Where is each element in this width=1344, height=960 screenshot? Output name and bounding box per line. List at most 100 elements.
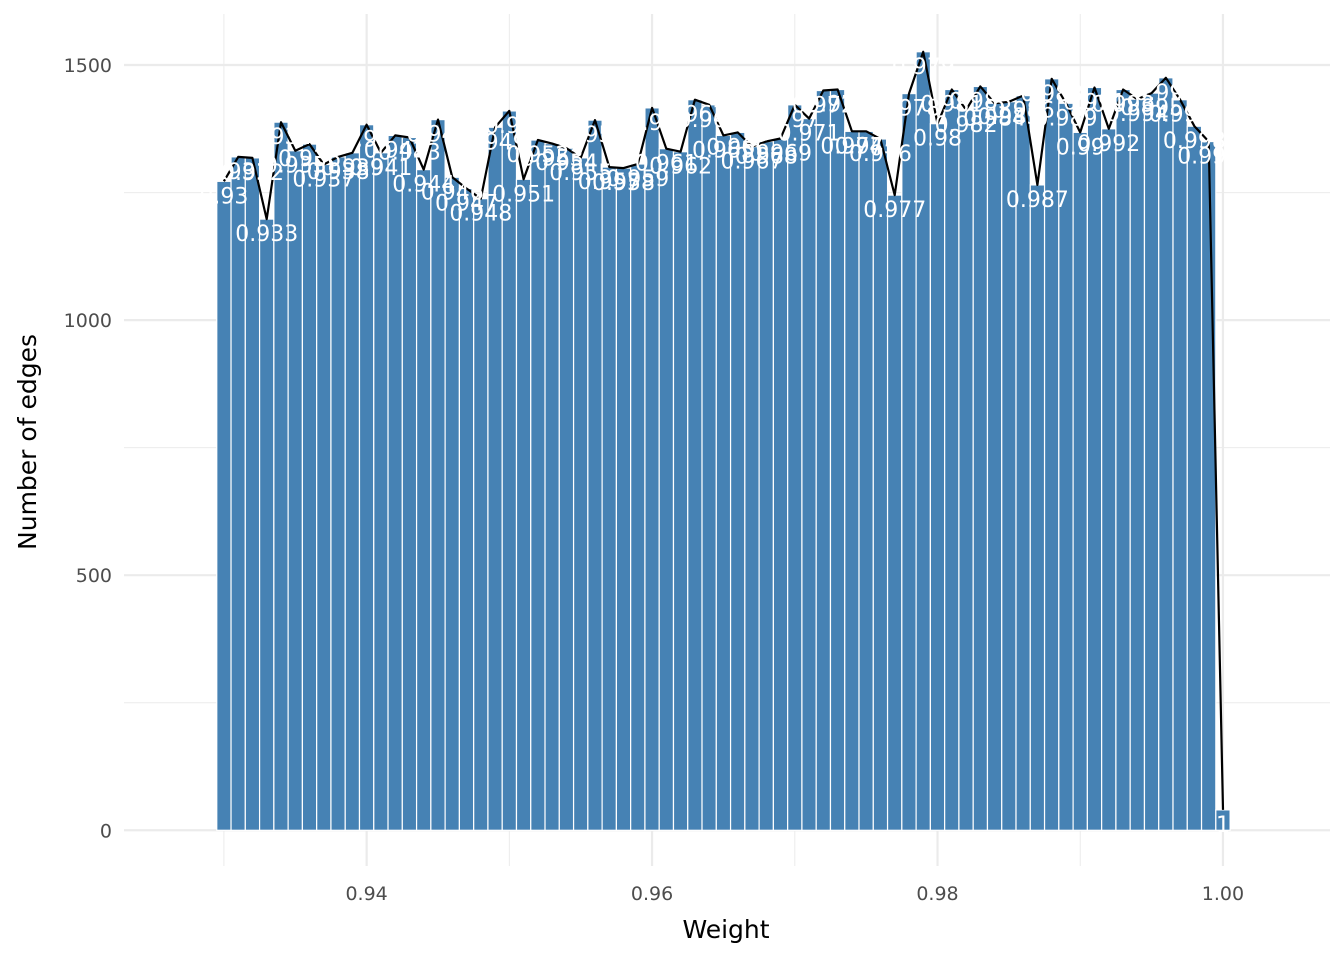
bar-label: 0.971 xyxy=(778,122,841,147)
bar-label: 0.945 xyxy=(406,123,469,148)
y-tick-label: 1000 xyxy=(64,310,112,332)
x-tick-label: 0.94 xyxy=(345,883,387,905)
bar-label: 0.955 xyxy=(549,161,612,186)
bar-label: 0.944 xyxy=(392,173,455,198)
bar xyxy=(587,119,603,831)
x-tick-label: 0.96 xyxy=(631,883,673,905)
bar-label: 0.951 xyxy=(492,182,555,207)
bar-label: 1 xyxy=(1216,813,1230,838)
bar xyxy=(915,51,931,831)
bar-label: 0.94 xyxy=(342,128,391,153)
bar xyxy=(444,176,460,831)
bar xyxy=(986,102,1003,831)
bar-label: 0.966 xyxy=(706,135,769,160)
bar-label: 0.939 xyxy=(321,156,384,181)
y-axis-title: Number of edges xyxy=(13,334,42,550)
bar xyxy=(344,152,361,831)
bar xyxy=(801,117,817,831)
bar-label: 0.996 xyxy=(1134,81,1197,106)
x-tick-label: 0.98 xyxy=(916,883,958,905)
bar xyxy=(729,131,746,831)
bar-label: 0.932 xyxy=(221,161,284,186)
bar xyxy=(701,104,717,831)
bar-label: 0.936 xyxy=(278,147,341,172)
bar-label: 0.961 xyxy=(635,152,698,177)
bar-label: 0.98 xyxy=(913,127,962,152)
bar xyxy=(1200,140,1217,831)
bar xyxy=(530,139,546,831)
bar-label: 0.973 xyxy=(806,93,869,118)
line-series xyxy=(222,50,1225,810)
bar xyxy=(1086,86,1103,831)
bar-label: 0.97 xyxy=(770,108,819,133)
bar-label: 0.946 xyxy=(421,180,484,205)
bar-label: 0.962 xyxy=(649,155,712,180)
bar xyxy=(558,147,575,831)
bar-label: 0.947 xyxy=(435,191,498,216)
bar-label: 0.99 xyxy=(1056,135,1105,160)
axis-ticks: 0.94 0.96 0.98 1.00 0 500 1000 1500 xyxy=(64,55,1244,905)
bar xyxy=(244,157,261,831)
bar-label: 0.982 xyxy=(935,113,998,138)
bar xyxy=(929,123,946,831)
bar xyxy=(287,150,304,831)
bar-label: 0.983 xyxy=(949,89,1012,114)
bar-label: 0.985 xyxy=(977,105,1040,130)
bar xyxy=(330,156,346,831)
bar xyxy=(1186,125,1203,831)
bar-label: 0.933 xyxy=(235,222,298,247)
bar-label: 0.974 xyxy=(820,134,883,159)
bar-label: 0.981 xyxy=(920,93,983,118)
bar-label: 0.969 xyxy=(749,141,812,166)
bar-label: 0.937 xyxy=(292,168,355,193)
bar xyxy=(216,180,232,831)
bar-label: 0.964 xyxy=(678,108,741,133)
bar xyxy=(544,142,560,831)
bar-label: 0.977 xyxy=(863,198,926,223)
bar-label: 0.991 xyxy=(1063,90,1126,115)
bar-label: 0.934 xyxy=(250,125,313,150)
bar-label: 0.992 xyxy=(1077,132,1140,157)
bar xyxy=(401,136,418,831)
bar xyxy=(772,137,789,831)
bar-label: 0.995 xyxy=(1120,96,1183,121)
bar-label: 0.957 xyxy=(578,170,641,195)
bar xyxy=(815,89,832,831)
bar xyxy=(1143,92,1160,831)
bar xyxy=(358,124,375,831)
bar xyxy=(258,218,275,831)
bar-label: 0.989 xyxy=(1034,106,1097,131)
bar-label: 0.96 xyxy=(628,111,677,136)
bar-label: 0.965 xyxy=(692,138,755,163)
x-tick-label: 1.00 xyxy=(1202,883,1244,905)
bar-label: 0.988 xyxy=(1020,82,1083,107)
bar-label: 0.968 xyxy=(735,145,798,170)
bar-label: 0.999 xyxy=(1177,145,1240,170)
bar xyxy=(230,156,246,831)
bar-labels: 0.930.9310.9320.9330.9340.9350.9360.9370… xyxy=(199,55,1240,838)
y-tick-label: 1500 xyxy=(64,55,112,77)
bar xyxy=(944,88,960,831)
bars xyxy=(216,51,1231,831)
bar xyxy=(1115,88,1131,831)
bar xyxy=(387,134,403,831)
bar xyxy=(415,169,432,831)
bar-label: 0.972 xyxy=(792,94,855,119)
bar xyxy=(658,148,675,831)
bar xyxy=(601,166,617,831)
bar-label: 0.942 xyxy=(364,138,427,163)
bar xyxy=(458,187,475,831)
bar-label: 0.941 xyxy=(349,156,412,181)
bar xyxy=(615,167,632,831)
bar-label: 0.93 xyxy=(199,184,248,209)
bar xyxy=(487,126,503,831)
bar xyxy=(630,163,646,831)
bar-label: 0.95 xyxy=(485,114,534,139)
bar xyxy=(1029,184,1046,831)
bar-label: 0.993 xyxy=(1092,93,1155,118)
bar-label: 0.979 xyxy=(892,55,955,80)
bar-label: 0.952 xyxy=(506,143,569,168)
count-line xyxy=(222,50,1225,810)
bar xyxy=(672,151,689,831)
